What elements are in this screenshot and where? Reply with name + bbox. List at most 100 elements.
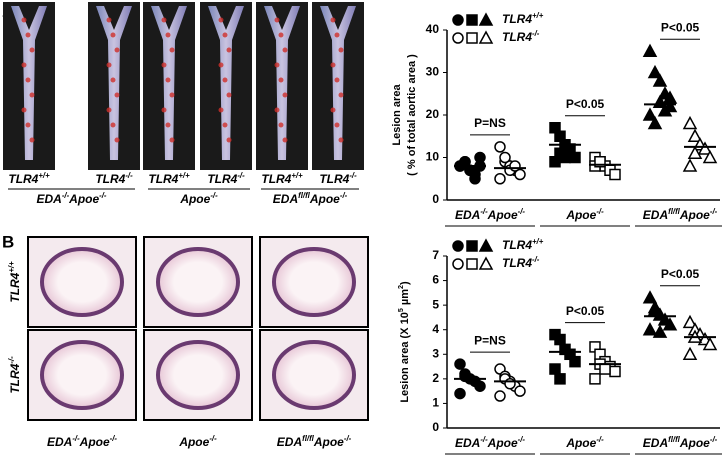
data-point bbox=[682, 314, 698, 329]
p-value-label: P<0.05 bbox=[566, 304, 605, 318]
text-part: Apoe bbox=[178, 435, 209, 449]
data-point bbox=[454, 358, 466, 370]
data-point bbox=[702, 149, 718, 164]
lesion-spot bbox=[29, 92, 35, 98]
image-label: TLR4+/+ bbox=[8, 171, 50, 187]
data-point bbox=[454, 387, 466, 400]
data-point bbox=[652, 324, 668, 338]
text-part: Apoe bbox=[565, 208, 596, 222]
lesion-spot bbox=[114, 92, 120, 98]
data-point bbox=[647, 64, 663, 79]
data-point bbox=[589, 373, 601, 385]
lesion-spot bbox=[21, 62, 27, 68]
superscript: fl/fl bbox=[668, 435, 681, 444]
data-point bbox=[662, 90, 678, 104]
lesion-spot bbox=[334, 77, 340, 83]
text-part: TLR4 bbox=[502, 12, 532, 26]
image-label: TLR4-/- bbox=[207, 171, 245, 187]
lesion-spot bbox=[106, 62, 112, 68]
data-point bbox=[687, 145, 703, 159]
lesion-spot bbox=[222, 77, 228, 83]
legend-marker bbox=[452, 14, 464, 26]
text-part: TLR4 bbox=[8, 272, 22, 302]
y-tick-label: 20 bbox=[426, 107, 440, 121]
lesion-spot bbox=[161, 62, 167, 68]
lesion-spot bbox=[218, 17, 224, 23]
lesion-spot bbox=[110, 122, 116, 128]
text-part: TLR4 bbox=[95, 172, 125, 186]
y-axis-label: Lesion area bbox=[391, 84, 403, 146]
lesion-spot bbox=[29, 137, 35, 143]
lesion-spot bbox=[338, 137, 344, 143]
p-value-label: P<0.05 bbox=[661, 267, 700, 281]
x-group-label: EDAfl/flApoe-/- bbox=[643, 435, 718, 451]
data-point bbox=[569, 355, 581, 368]
y-tick-label: 1 bbox=[432, 396, 439, 410]
superscript: -/- bbox=[596, 207, 604, 216]
lesion-spot bbox=[278, 32, 284, 38]
p-value-label: P=NS bbox=[474, 116, 506, 130]
superscript: +/+ bbox=[532, 11, 544, 20]
aorta bbox=[264, 6, 300, 160]
data-point bbox=[682, 158, 698, 172]
text-part: Apoe bbox=[179, 192, 210, 206]
data-point bbox=[657, 103, 673, 117]
legend-label: TLR4-/- bbox=[502, 255, 540, 271]
y-tick-label: 30 bbox=[426, 65, 440, 79]
group-label: Apoe-/- bbox=[179, 191, 218, 207]
text-part: Apoe bbox=[679, 208, 710, 222]
data-point bbox=[554, 373, 566, 385]
lesion-spot bbox=[282, 137, 288, 143]
vessel-wall bbox=[156, 340, 240, 410]
text-part: Apoe bbox=[565, 436, 596, 450]
text-part: TLR4 bbox=[148, 172, 178, 186]
data-point bbox=[554, 333, 566, 346]
lesion-spot bbox=[330, 62, 336, 68]
lesion-spot bbox=[226, 137, 232, 143]
data-point bbox=[459, 370, 471, 383]
lesion-spot bbox=[218, 62, 224, 68]
legend-marker bbox=[452, 258, 464, 270]
lesion-spot bbox=[334, 122, 340, 128]
superscript: -/- bbox=[596, 435, 604, 444]
superscript: -/- bbox=[518, 207, 526, 216]
legend-label: TLR4+/+ bbox=[502, 237, 544, 253]
lesion-spot bbox=[222, 122, 228, 128]
lesion-spot bbox=[274, 17, 280, 23]
lesion-spot bbox=[25, 122, 31, 128]
text-part: EDA bbox=[643, 436, 668, 450]
lesion-spot bbox=[161, 107, 167, 113]
superscript: -/- bbox=[340, 191, 348, 200]
image-label: TLR4+/+ bbox=[148, 171, 190, 187]
text-part: EDA bbox=[643, 208, 668, 222]
superscript: -/- bbox=[62, 191, 70, 200]
y-axis-label: ( % of total aortic area ) bbox=[406, 54, 418, 176]
text-part: Apoe bbox=[487, 436, 518, 450]
column-label: EDA-/-Apoe-/- bbox=[47, 434, 117, 450]
superscript: 5 bbox=[397, 308, 405, 312]
lesion-spot bbox=[338, 92, 344, 98]
row-label: TLR4-/- bbox=[7, 356, 23, 394]
data-point bbox=[642, 43, 658, 57]
lesion-spot bbox=[110, 32, 116, 38]
text-part: EDA bbox=[273, 192, 298, 206]
lesion-spot bbox=[169, 137, 175, 143]
text-part: Apoe bbox=[309, 192, 340, 206]
y-tick-label: 3 bbox=[432, 346, 439, 360]
legend-label: TLR4+/+ bbox=[502, 11, 544, 27]
text-part: Lesion area (X 10 bbox=[399, 312, 411, 403]
data-point bbox=[652, 73, 668, 87]
superscript: 2 bbox=[397, 285, 405, 289]
lesion-spot bbox=[330, 17, 336, 23]
legend-marker bbox=[466, 258, 478, 270]
data-point bbox=[514, 385, 526, 397]
data-point bbox=[642, 290, 658, 304]
superscript: +/+ bbox=[532, 237, 544, 246]
lesion-spot bbox=[169, 92, 175, 98]
lesion-spot bbox=[21, 17, 27, 23]
x-group-label: Apoe-/- bbox=[565, 207, 604, 223]
superscript: -/- bbox=[209, 434, 217, 443]
lesion-spot bbox=[106, 107, 112, 113]
data-point bbox=[647, 115, 663, 130]
